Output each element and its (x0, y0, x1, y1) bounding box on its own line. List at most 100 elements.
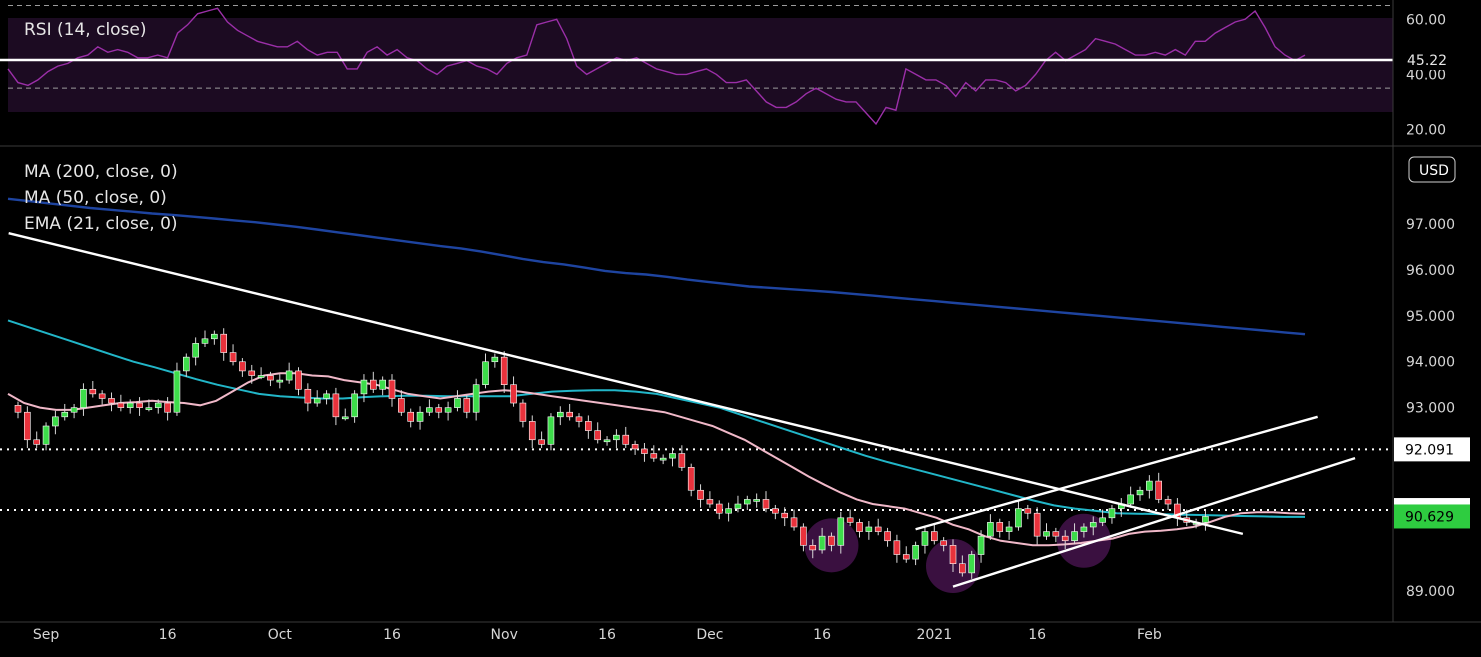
candle-body-1 (24, 411, 31, 441)
candle-82 (781, 507, 789, 527)
candle-body-32 (313, 398, 321, 404)
candle-body-29 (285, 370, 293, 381)
candle-35 (341, 408, 349, 421)
candle-body-95 (902, 554, 910, 560)
candle-body-85 (809, 545, 817, 551)
rsi-tick-1: 40.00 (1406, 67, 1446, 83)
price-tick-0: 97.000 (1406, 217, 1455, 233)
candle-2 (33, 431, 41, 449)
candle-52 (500, 351, 508, 393)
candle-body-18 (183, 356, 190, 372)
candle-69 (659, 454, 667, 465)
candle-body-63 (603, 439, 611, 443)
candle-body-66 (631, 444, 639, 450)
candle-26 (257, 367, 265, 380)
candle-body-121 (1146, 480, 1153, 491)
candle-body-122 (1155, 480, 1162, 500)
candle-92 (874, 518, 882, 536)
candle-body-25 (248, 370, 256, 376)
candle-95 (902, 546, 910, 563)
candle-body-71 (678, 453, 686, 468)
legend: MA (200, close, 0) MA (50, close, 0) EMA… (24, 162, 178, 234)
candle-body-21 (211, 333, 218, 340)
candle-81 (772, 504, 779, 520)
candle-body-19 (192, 343, 199, 358)
candle-body-94 (893, 540, 901, 555)
candle-body-57 (547, 416, 555, 445)
rsi-panel[interactable]: RSI (14, close) 60.00 40.00 20.00 45.22 (0, 5, 1449, 139)
candle-47 (454, 390, 461, 412)
candle-14 (145, 399, 153, 412)
candle-73 (697, 484, 704, 508)
candle-38 (369, 371, 377, 393)
candle-43 (416, 406, 424, 430)
candle-body-114 (1080, 526, 1088, 532)
candle-body-112 (1061, 535, 1069, 542)
ema21-line (7, 372, 1306, 547)
candle-body-20 (201, 338, 209, 344)
candle-32 (313, 390, 321, 407)
candle-11 (117, 394, 125, 412)
candle-16 (164, 397, 171, 421)
candle-66 (631, 440, 639, 455)
candle-55 (528, 415, 536, 449)
candle-77 (734, 495, 742, 513)
candle-body-50 (482, 361, 489, 385)
candle-body-103 (977, 535, 985, 555)
candle-body-13 (136, 402, 143, 408)
candle-31 (304, 383, 312, 412)
candle-116 (1099, 509, 1106, 527)
candle-body-27 (267, 375, 274, 381)
x-tick-1: 16 (159, 627, 177, 643)
candle-83 (790, 509, 798, 531)
rsi-reference-value: 45.22 (1407, 53, 1447, 69)
rsi-tick-0: 60.00 (1406, 12, 1446, 28)
candle-96 (912, 541, 919, 566)
x-tick-10: Feb (1137, 627, 1162, 643)
highlight-circle-2 (1056, 513, 1111, 568)
candle-body-84 (800, 526, 807, 546)
candle-body-108 (1024, 508, 1032, 514)
candle-108 (1024, 504, 1032, 520)
candle-body-109 (1033, 512, 1041, 537)
candle-37 (360, 374, 368, 403)
candle-56 (538, 431, 545, 449)
rsi-label: RSI (14, close) (24, 20, 147, 40)
level-flag-label-0: 92.091 (1405, 442, 1454, 458)
price-tick-5: 89.000 (1406, 584, 1455, 600)
candle-117 (1108, 504, 1116, 524)
candle-body-75 (715, 503, 723, 514)
candle-body-83 (790, 517, 798, 528)
candle-8 (89, 381, 97, 398)
channel-upper-line (915, 415, 1318, 531)
time-axis[interactable]: Sep 16 Oct 16 Nov 16 Dec 16 2021 16 Feb (33, 627, 1162, 643)
candle-body-123 (1164, 499, 1172, 505)
candle-7 (80, 383, 87, 416)
candle-body-82 (781, 512, 789, 519)
candle-51 (491, 353, 499, 368)
candle-103 (977, 530, 985, 563)
candle-111 (1052, 527, 1060, 543)
candle-body-16 (164, 402, 171, 413)
candle-body-23 (229, 352, 237, 363)
candle-75 (715, 500, 723, 520)
candle-body-97 (921, 531, 929, 546)
candle-body-22 (220, 333, 227, 353)
candle-109 (1033, 507, 1041, 545)
candle-body-53 (510, 384, 517, 404)
candle-body-102 (968, 554, 976, 574)
candle-19 (192, 337, 199, 366)
candle-body-9 (98, 393, 106, 399)
rsi-reference-flag: 45.22 (1395, 49, 1449, 70)
legend-ma200: MA (200, close, 0) (24, 162, 178, 182)
candle-body-105 (996, 522, 1004, 532)
candle-body-67 (641, 448, 648, 454)
currency-button[interactable]: USD (1408, 156, 1456, 183)
candle-21 (211, 330, 218, 345)
candle-body-48 (463, 398, 471, 413)
candle-body-15 (154, 402, 162, 408)
candle-62 (594, 422, 602, 444)
candle-80 (762, 491, 770, 513)
price-panel[interactable]: 97.000 96.000 95.000 94.000 93.000 89.000 92.… (0, 156, 1470, 600)
